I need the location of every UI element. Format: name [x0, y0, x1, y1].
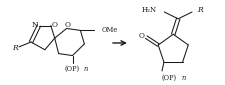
Text: n: n: [83, 65, 88, 73]
Text: OMe: OMe: [101, 26, 117, 34]
Text: n: n: [182, 74, 186, 82]
Text: O: O: [52, 21, 58, 29]
Text: O: O: [138, 32, 144, 40]
Text: N: N: [32, 21, 38, 29]
Text: H₂N: H₂N: [141, 6, 156, 14]
Text: R: R: [197, 6, 203, 14]
Text: O: O: [65, 21, 70, 29]
Text: R: R: [12, 44, 18, 52]
Text: (OP): (OP): [161, 74, 176, 82]
Text: (OP): (OP): [65, 65, 80, 73]
